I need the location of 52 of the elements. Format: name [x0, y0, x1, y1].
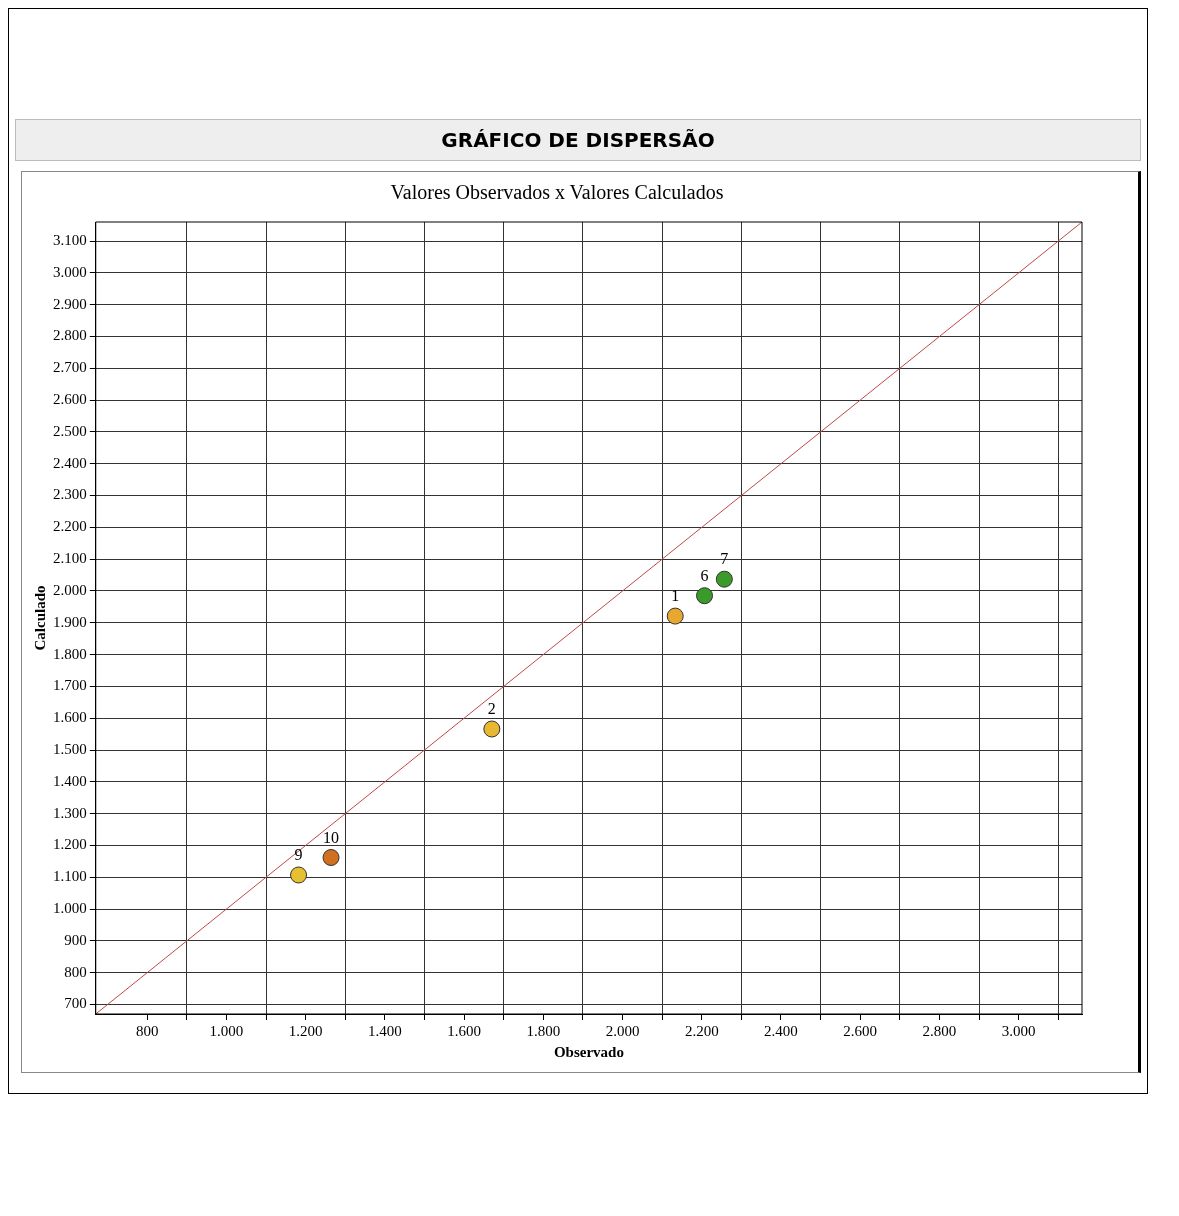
y-tick-label: 700: [64, 995, 87, 1012]
x-tick-label: 2.000: [605, 1022, 640, 1039]
y-tick-label: 3.000: [53, 263, 87, 280]
y-tick-label: 2.700: [53, 359, 87, 376]
chart-title: GRÁFICO DE DISPERSÃO: [15, 119, 1141, 161]
y-tick-label: 3.100: [53, 232, 87, 249]
y-tick-label: 2.300: [53, 486, 87, 503]
x-tick-label: 2.400: [764, 1022, 798, 1039]
annotation: 10: [323, 828, 340, 846]
point: [696, 587, 714, 605]
y-axis-title: Calculado: [31, 585, 48, 651]
y-tick-label: 1.100: [53, 868, 87, 885]
x-tick-label: 1.600: [447, 1022, 481, 1039]
y-tick-label: 2.200: [53, 518, 87, 535]
y-tick-label: 1.200: [53, 836, 87, 853]
y-tick-label: 2.000: [53, 581, 87, 598]
x-tick-label: 1.000: [209, 1022, 244, 1039]
point: [666, 607, 684, 625]
chart-subtitle: Valores Observados x Valores Calculados: [390, 181, 724, 204]
y-tick-label: 1.900: [53, 613, 87, 630]
y-tick-label: 1.000: [53, 899, 87, 916]
y-tick-label: 800: [64, 963, 87, 980]
y-tick-label: 2.800: [53, 327, 87, 344]
annotation: 1: [671, 587, 680, 605]
y-tick-label: 2.600: [53, 391, 87, 408]
y-tick-label: 1.800: [53, 645, 87, 662]
y-tick-label: 2.400: [53, 454, 87, 471]
x-tick-label: 1.400: [368, 1022, 402, 1039]
x-tick-label: 1.800: [526, 1022, 561, 1039]
y-tick-label: 1.300: [53, 804, 87, 821]
x-tick-label: 3.000: [1001, 1022, 1036, 1039]
point: [715, 570, 733, 588]
x-axis-title: Observado: [553, 1043, 624, 1060]
x-tick-label: 2.600: [843, 1022, 878, 1039]
x-tick-label: 1.200: [288, 1022, 323, 1039]
y-tick-label: 2.100: [53, 550, 87, 567]
x-tick-label: 800: [135, 1022, 159, 1039]
annotation: 2: [487, 700, 496, 718]
y-tick-label: 2.900: [53, 295, 87, 312]
point: [322, 849, 340, 867]
x-tick-label: 2.200: [684, 1022, 719, 1039]
x-tick-label: 2.800: [922, 1022, 957, 1039]
point: [290, 866, 308, 884]
y-tick-label: 900: [64, 931, 87, 948]
annotation: 6: [700, 566, 709, 584]
y-tick-label: 1.400: [53, 772, 87, 789]
y-tick-label: 2.500: [53, 422, 87, 439]
y-tick-label: 1.500: [53, 740, 87, 757]
annotation: 9: [294, 846, 303, 864]
y-tick-label: 1.700: [53, 677, 87, 694]
point: [483, 720, 501, 738]
y-tick-label: 1.600: [53, 709, 87, 726]
